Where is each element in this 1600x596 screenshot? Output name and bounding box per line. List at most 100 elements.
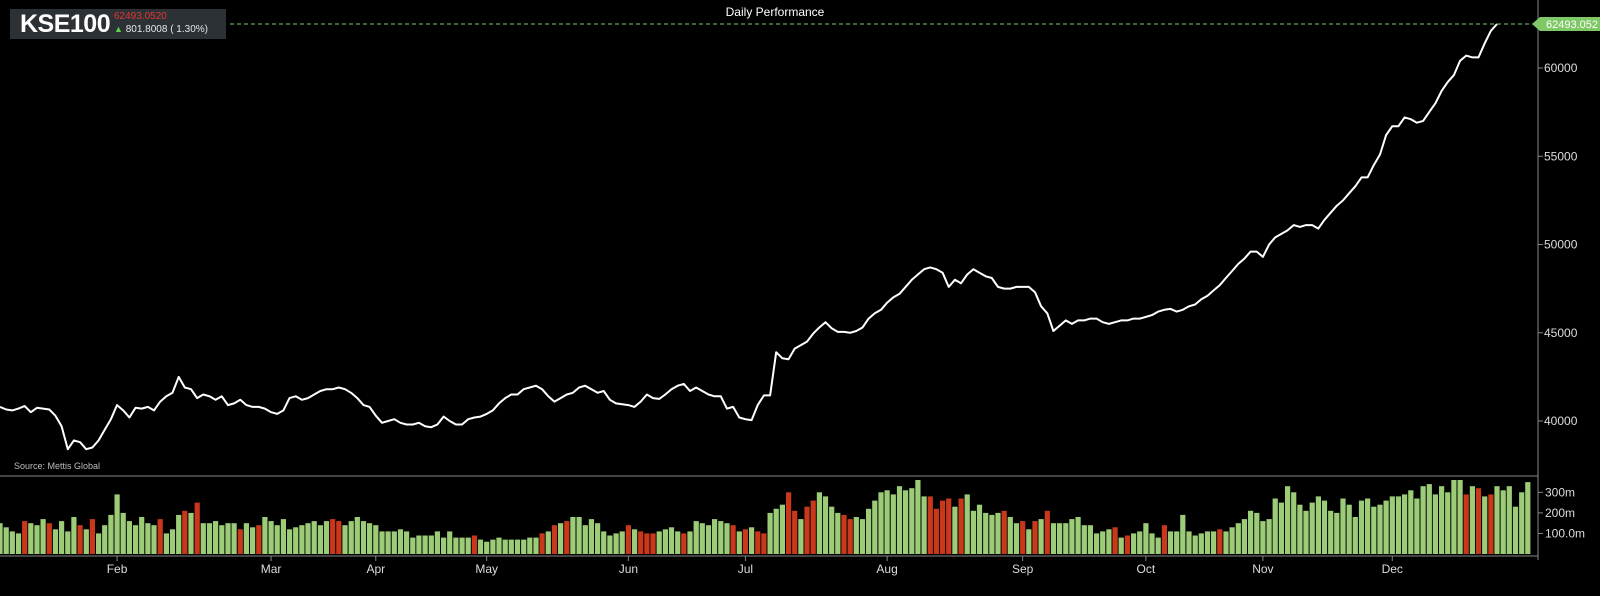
volume-bar [705, 525, 712, 554]
volume-bar [668, 527, 675, 554]
volume-bar [1112, 527, 1118, 554]
volume-bar [502, 539, 508, 554]
volume-bar [1278, 502, 1284, 554]
volume-bar [126, 521, 132, 554]
volume-bar [1007, 517, 1013, 554]
volume-bar [404, 531, 410, 554]
volume-bar [459, 537, 465, 554]
volume-bar [311, 521, 317, 554]
volume-bar [256, 525, 262, 554]
volume-bar [1223, 531, 1229, 554]
volume-bar [348, 521, 354, 554]
volume-bar [139, 517, 145, 554]
volume-bar [342, 525, 348, 554]
volume-bar [496, 537, 502, 554]
volume-bar [410, 537, 416, 554]
volume-bar [250, 527, 256, 554]
volume-bar [200, 523, 206, 554]
volume-bar [1180, 514, 1186, 554]
volume-bar [632, 529, 638, 554]
volume-bar [539, 533, 545, 554]
volume-tick-label: 100.0m [1545, 526, 1585, 540]
volume-bar [28, 523, 34, 554]
volume-bar [1451, 480, 1457, 554]
volume-bar [299, 525, 305, 554]
volume-bar [1328, 510, 1334, 554]
volume-bar [416, 535, 422, 554]
volume-bar [1235, 523, 1241, 554]
volume-bar [946, 498, 952, 554]
volume-bar [268, 521, 274, 554]
volume-bar [718, 521, 724, 554]
volume-bar [1439, 486, 1445, 554]
y-tick-label: 55000 [1544, 149, 1578, 163]
volume-bar [1229, 527, 1235, 554]
volume-bar [693, 521, 699, 554]
volume-bar [9, 531, 15, 554]
volume-bar [619, 531, 625, 554]
volume-bar [1020, 521, 1026, 554]
volume-bar [1149, 533, 1155, 554]
volume-bar [1026, 529, 1032, 554]
x-tick-label: Oct [1137, 562, 1156, 576]
volume-bar [1309, 502, 1315, 554]
volume-bar [964, 494, 970, 554]
volume-bar [385, 531, 391, 554]
volume-bar [453, 537, 459, 554]
chart-title: Daily Performance [725, 5, 825, 19]
volume-bar [96, 533, 102, 554]
volume-bar [582, 525, 588, 554]
volume-bar [77, 525, 83, 554]
volume-bar [225, 523, 231, 554]
volume-bar [933, 508, 939, 554]
volume-bar [108, 514, 114, 554]
volume-bar [1352, 517, 1358, 554]
price-series-line [0, 23, 1498, 451]
volume-bar [1303, 510, 1309, 554]
volume-bar [1081, 525, 1087, 554]
volume-bar [1408, 490, 1414, 554]
x-tick-label: Apr [366, 562, 385, 576]
volume-bar [847, 519, 853, 554]
volume-bar [970, 510, 976, 554]
volume-bar [1512, 506, 1519, 554]
volume-bar [1402, 494, 1408, 554]
volume-bar [1131, 533, 1137, 554]
volume-bar [989, 514, 995, 554]
volume-bar [1383, 500, 1389, 554]
volume-bar [1100, 531, 1106, 554]
y-tick-label: 50000 [1544, 238, 1578, 252]
volume-bar [1118, 537, 1124, 554]
volume-bar [40, 519, 46, 554]
ticker-symbol: KSE100 [20, 10, 111, 38]
volume-bar [1198, 533, 1204, 554]
volume-bar [1272, 498, 1278, 554]
volume-bar [1371, 506, 1377, 554]
volume-bar [1013, 523, 1020, 554]
volume-bar [1241, 519, 1247, 554]
volume-bar [551, 525, 558, 554]
volume-bar [1469, 486, 1475, 554]
volume-bar [1057, 523, 1063, 554]
volume-bar [853, 517, 859, 554]
volume-bar [237, 529, 243, 554]
volume-bar [287, 529, 293, 554]
volume-bar [422, 535, 428, 554]
volume-bar [1457, 480, 1463, 554]
volume-bar [564, 521, 570, 554]
volume-bar [508, 539, 514, 554]
volume-bar [71, 517, 77, 554]
volume-bar [1519, 492, 1525, 554]
volume-bar [1463, 494, 1469, 554]
volume-bar [1315, 496, 1321, 554]
volume-bar [182, 510, 188, 554]
volume-bar [1044, 510, 1050, 554]
volume-bar [1475, 488, 1482, 554]
x-tick-label: Aug [876, 562, 897, 576]
up-arrow-icon: ▲ [114, 24, 123, 34]
volume-bar [151, 525, 157, 554]
volume-bar [1032, 521, 1038, 554]
volume-bar [884, 490, 890, 554]
volume-bar [293, 527, 299, 554]
volume-bar [903, 490, 909, 554]
